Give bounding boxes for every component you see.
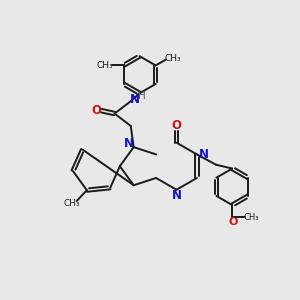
Text: N: N [198,148,208,161]
Text: CH₃: CH₃ [243,213,259,222]
Text: N: N [123,137,134,150]
Text: CH₃: CH₃ [164,54,181,63]
Text: CH₃: CH₃ [97,61,113,70]
Text: CH₃: CH₃ [63,199,80,208]
Text: H: H [138,92,146,101]
Text: O: O [91,104,101,117]
Text: O: O [228,218,238,227]
Text: O: O [172,119,182,132]
Text: N: N [172,189,182,202]
Text: N: N [130,93,140,106]
